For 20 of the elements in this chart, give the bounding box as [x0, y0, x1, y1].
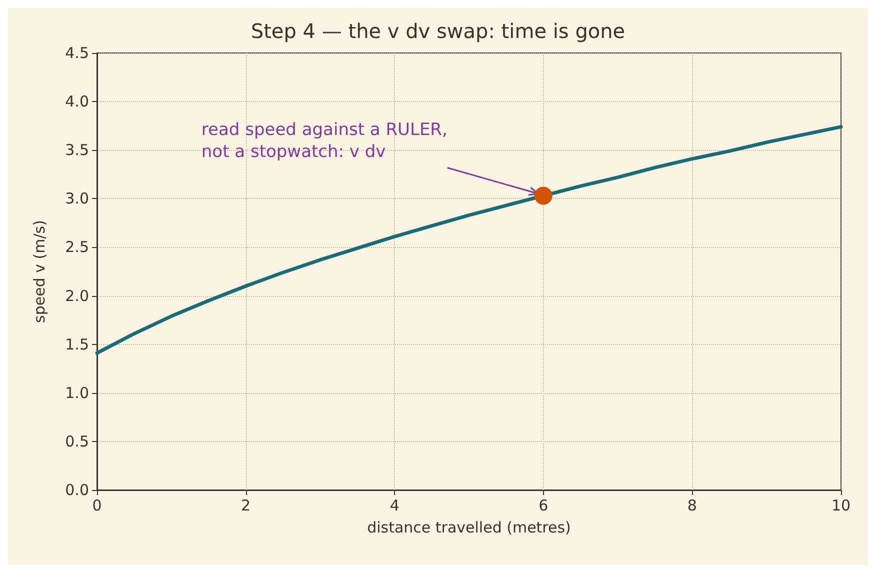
y-tick-label: 3.0: [65, 190, 89, 208]
x-tick-label: 6: [538, 496, 548, 514]
annotation: read speed against a RULER, not a stopwatch: v dv: [201, 120, 448, 162]
y-tick-label: 0.0: [65, 481, 89, 499]
y-tick-label: 2.0: [65, 286, 89, 305]
y-axis-title: speed v (m/s): [30, 220, 48, 323]
x-axis-title: distance travelled (metres): [367, 518, 571, 536]
y-tick-label: 1.5: [65, 335, 89, 354]
y-tick-label: 4.0: [65, 92, 89, 111]
y-tick-label: 4.5: [65, 44, 89, 62]
x-tick-label: 10: [831, 496, 851, 514]
y-tick-label: 3.5: [65, 141, 89, 160]
x-tick-label: 0: [92, 496, 102, 514]
y-tick-label: 2.5: [65, 238, 89, 256]
chart-title: Step 4 — the v dv swap: time is gone: [250, 19, 626, 43]
y-tick-label: 1.0: [65, 384, 89, 402]
x-tick-label: 4: [390, 496, 400, 514]
y-tick-label: 0.5: [65, 432, 89, 450]
x-tick-label: 8: [687, 496, 697, 514]
x-tick-label: 2: [241, 496, 251, 514]
